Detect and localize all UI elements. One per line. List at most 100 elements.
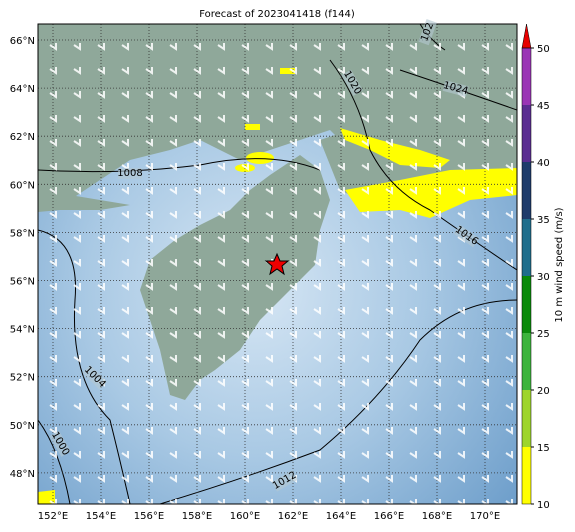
barb [385,451,393,459]
lon-label: 152°E [38,511,68,522]
barb [73,403,81,411]
barb [337,403,345,411]
barb [217,355,225,363]
barb [217,451,225,459]
barb [505,91,513,99]
barb [217,43,225,51]
barb [145,427,153,435]
barb [217,379,225,387]
barb [505,283,513,291]
barb [121,235,129,243]
barb [49,403,57,411]
barb [145,91,153,99]
barb [361,283,369,291]
lon-label: 164°E [326,511,356,522]
barb [217,331,225,339]
barb [217,235,225,243]
barb [97,187,105,195]
barb [73,355,81,363]
colorbar-label: 10 m wind speed (m/s) [554,207,565,322]
barb [385,67,393,75]
barb [361,67,369,75]
barb [265,283,273,291]
barb [337,307,345,315]
barb [409,427,417,435]
barb [409,451,417,459]
barb [193,115,201,123]
barb [481,235,489,243]
barb [313,379,321,387]
barb [409,91,417,99]
barb [193,499,201,504]
barb [97,235,105,243]
barb [457,331,465,339]
barb [73,139,81,147]
barb [145,403,153,411]
barb [49,475,57,483]
barb [361,91,369,99]
barb [361,355,369,363]
barb [193,163,201,171]
barb [121,307,129,315]
barb [169,403,177,411]
barb [241,331,249,339]
lon-label: 160°E [230,511,260,522]
barb [265,427,273,435]
barb [457,451,465,459]
barb [457,499,465,504]
colorbar-tick-label: 30 [537,272,550,283]
barb [217,67,225,75]
barb [193,259,201,267]
barb [505,355,513,363]
barb [337,67,345,75]
barb [457,67,465,75]
barb [361,403,369,411]
barb [337,235,345,243]
barb [505,235,513,243]
lat-label: 64°N [10,84,35,95]
barb [169,331,177,339]
barb [73,331,81,339]
barb [121,379,129,387]
barb [385,499,393,504]
barb [169,475,177,483]
barb [433,307,441,315]
barb [361,163,369,171]
barb [241,235,249,243]
barb [457,43,465,51]
barb [337,499,345,504]
colorbar-tick-label: 15 [537,443,550,454]
barb [289,235,297,243]
barb [145,283,153,291]
barb [49,331,57,339]
barb [505,211,513,219]
lat-label: 54°N [10,325,35,336]
barb [97,427,105,435]
colorbar-tick-label: 35 [537,215,550,226]
barb [193,403,201,411]
barb [289,307,297,315]
barb [385,403,393,411]
barb [217,259,225,267]
barb [97,499,105,504]
colorbar-tick-label: 25 [537,329,550,340]
barb [505,187,513,195]
barb [289,403,297,411]
contour-label-bg [442,80,469,98]
colorbar-segment [522,219,531,276]
barb [169,187,177,195]
barb [289,355,297,363]
lat-label: 48°N [10,469,35,480]
barb [457,403,465,411]
colorbar-segment [522,276,531,333]
barb [97,139,105,147]
barb [289,283,297,291]
barb [481,403,489,411]
barb [337,355,345,363]
contour-label-bg [418,18,437,46]
barb [169,91,177,99]
barb [433,427,441,435]
barb [265,115,273,123]
barb [265,163,273,171]
barb [457,307,465,315]
